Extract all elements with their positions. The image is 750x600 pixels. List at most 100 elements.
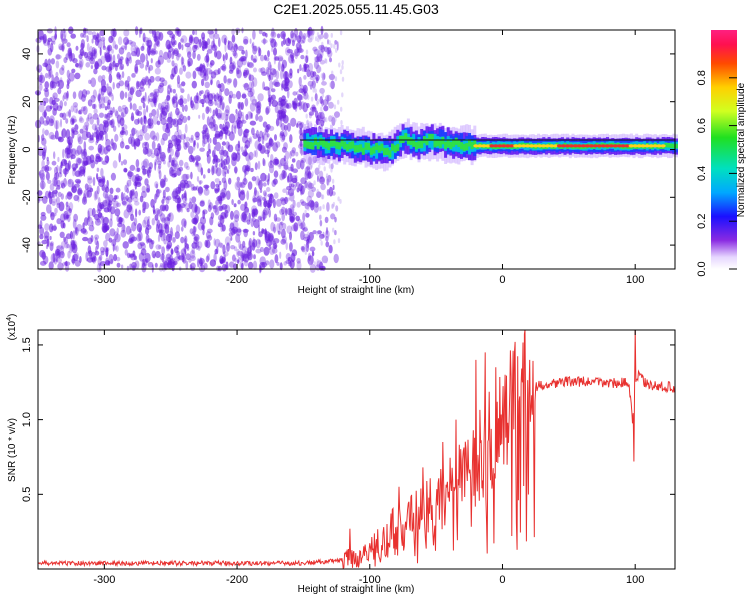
spectrogram-cell: [214, 248, 218, 255]
spectrogram-cell: [127, 82, 130, 91]
spectrogram-cell: [173, 48, 179, 57]
spectrogram-cell: [276, 223, 280, 233]
spectrogram-cell: [238, 187, 241, 198]
spectrogram-cell: [48, 131, 55, 140]
spectrogram-cell: [69, 148, 77, 156]
spectrogram-cell: [107, 148, 110, 153]
spectrogram-cell: [588, 144, 595, 148]
spectrogram-cell: [217, 68, 221, 75]
spectrogram-cell: [65, 195, 68, 200]
spectrogram-cell: [98, 147, 102, 153]
spectrogram-cell: [192, 217, 198, 225]
spectrogram-cell: [383, 147, 386, 156]
spectrogram-cell: [316, 100, 319, 106]
spectrogram-cell: [273, 55, 277, 61]
spectrogram-cell: [147, 261, 154, 268]
spectrogram-cell: [266, 68, 272, 78]
spectrogram-cell: [53, 178, 58, 187]
spectrogram-cell: [41, 182, 44, 190]
spectrogram-cell: [325, 235, 329, 242]
spectrogram-cell: [135, 80, 140, 90]
colorbar-ticks: 0.00.20.40.60.8: [696, 70, 737, 277]
spectrogram-cell: [319, 59, 326, 65]
spectrogram-cell: [83, 217, 89, 226]
spectrogram-cell: [85, 55, 92, 62]
spectrogram-cell: [249, 120, 257, 126]
spectrogram-cell: [274, 56, 280, 61]
spectrogram-cell: [73, 105, 78, 113]
spectrogram-cell: [109, 107, 113, 113]
spectrogram-cell: [142, 258, 148, 267]
spectrogram-cell: [158, 84, 162, 90]
spectrogram-cell: [124, 106, 129, 115]
spectrogram-cell: [150, 92, 156, 96]
spectrogram-cell: [167, 160, 171, 168]
spectrogram-cell: [295, 215, 301, 222]
spectrogram-cell: [361, 147, 365, 155]
spectrogram-cell: [242, 83, 249, 88]
spectrogram-cell: [273, 238, 280, 244]
spectrogram-cell: [264, 235, 270, 244]
spectrogram-cell: [433, 140, 437, 148]
spectrogram-cell: [116, 71, 121, 80]
spectrogram-cell: [291, 206, 294, 216]
spectrogram-cell: [287, 256, 292, 261]
spectrogram-cell: [338, 62, 341, 68]
spectrogram-cell: [246, 247, 250, 254]
spectrogram-cell: [182, 173, 189, 181]
spectrogram-cell: [314, 56, 320, 63]
spectrogram-x-ticks: -300 -200 -100 0 100: [93, 30, 644, 286]
spectrogram-cell: [252, 217, 257, 223]
spectrogram-cell: [120, 161, 124, 166]
spectrogram-cell: [153, 92, 158, 101]
spectrogram-cell: [305, 102, 310, 109]
spectrogram-cell: [212, 150, 215, 158]
spectrogram-cell: [187, 61, 191, 68]
spectrogram-cell: [171, 159, 175, 167]
spectrogram-cell: [200, 167, 204, 176]
spectrogram-cell: [168, 212, 174, 222]
spectrogram-cell: [91, 207, 96, 218]
spectrogram-cell: [210, 60, 215, 66]
spectrogram-cell: [92, 31, 97, 39]
spectrogram-cell: [115, 195, 119, 200]
spectrogram-cell: [296, 93, 303, 101]
spectrogram-cell: [153, 36, 158, 42]
spectrogram-cell: [253, 150, 257, 158]
spectrogram-cell: [119, 131, 124, 138]
spectrogram-cell: [142, 123, 145, 131]
spectrogram-cell: [304, 57, 307, 63]
spectrogram-cell: [259, 246, 264, 253]
spectrogram-cell: [275, 70, 280, 80]
spectrogram-cell: [116, 256, 121, 262]
spectrogram-cell: [174, 151, 179, 160]
spectrogram-cell: [195, 135, 200, 141]
spectrogram-cell: [87, 184, 92, 192]
colorbar: 0.00.20.40.60.8 Normalized spectral ampl…: [696, 30, 747, 277]
y-tick-label: 20: [21, 96, 33, 108]
spectrogram-cell: [88, 137, 95, 144]
spectrogram-cell: [78, 53, 83, 60]
spectrogram-cell: [221, 256, 226, 263]
spectrogram-cell: [95, 34, 102, 43]
spectrogram-cell: [92, 113, 99, 120]
spectrogram-cell: [604, 144, 610, 148]
spectrogram-cell: [473, 144, 479, 148]
spectrogram-cell: [190, 96, 193, 106]
spectrogram-cell: [292, 168, 299, 173]
spectrogram-cell: [167, 146, 171, 154]
spectrogram-cell: [71, 148, 78, 157]
spectrogram-cell: [264, 149, 270, 155]
spectrogram-cell: [202, 63, 206, 69]
spectrogram-cell: [275, 198, 282, 207]
spectrogram-cell: [246, 61, 254, 68]
spectrogram-cell: [281, 63, 285, 72]
spectrogram-cell: [136, 233, 142, 242]
spectrogram-cell: [252, 45, 257, 55]
spectrogram-cell: [178, 196, 182, 203]
spectrogram-cell: [194, 155, 201, 162]
spectrogram-cell: [152, 135, 158, 142]
spectrogram-cell: [269, 80, 274, 90]
spectrogram-cell: [317, 175, 319, 183]
spectrogram-cell: [41, 134, 45, 142]
